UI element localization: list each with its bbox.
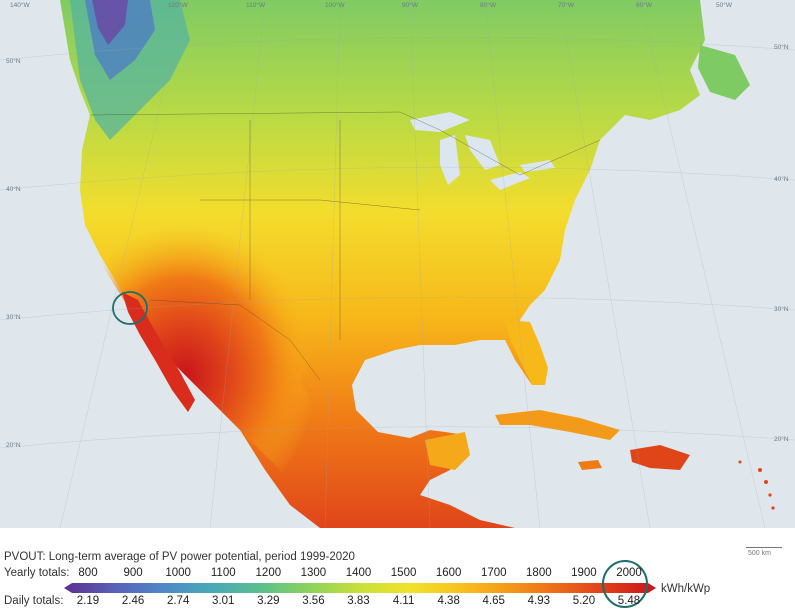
lon-label: 120°W — [168, 2, 188, 9]
yearly-tick-label: 1000 — [165, 567, 191, 579]
lat-label-right: 30°N — [774, 306, 789, 313]
yearly-tick-label: 1900 — [571, 567, 597, 579]
lon-label: 50°W — [716, 2, 732, 9]
daily-tick-label: 4.65 — [482, 595, 505, 607]
jamaica — [578, 460, 602, 470]
yearly-tick-label: 1500 — [390, 567, 417, 579]
lesser-antilles — [738, 460, 775, 510]
daily-tick-label: 4.11 — [392, 595, 415, 607]
yearly-tick-label: 1200 — [255, 567, 282, 579]
daily-tick-label: 2.46 — [121, 595, 145, 607]
yucatan — [425, 432, 470, 470]
lat-label-left: 40°N — [6, 186, 21, 193]
pv-potential-map — [0, 0, 795, 528]
yearly-tick-label: 1400 — [345, 567, 372, 579]
lon-label: 90°W — [402, 2, 418, 9]
lon-label: 110°W — [246, 2, 266, 9]
daily-tick-label: 4.38 — [437, 595, 460, 607]
baja-california — [122, 292, 195, 412]
scale-bar-line — [746, 547, 782, 548]
coldest-region — [92, 0, 128, 45]
yearly-tick-label: 1100 — [210, 567, 236, 579]
great-lakes — [410, 112, 555, 190]
hot-region — [88, 175, 380, 510]
cuba — [495, 410, 620, 440]
daily-tick-label: 5.48 — [617, 595, 641, 607]
lon-label: 100°W — [325, 2, 345, 9]
yearly-tick-label: 800 — [78, 567, 98, 579]
color-gradient-bar — [64, 583, 656, 593]
newfoundland — [698, 45, 750, 100]
borders — [89, 111, 601, 381]
legend: 500 km PVOUT: Long-term average of PV po… — [0, 528, 795, 612]
lon-label: 70°W — [558, 2, 574, 9]
yearly-tick-label: 1600 — [435, 567, 462, 579]
yearly-tick-label: 1800 — [526, 567, 552, 579]
lon-label: 80°W — [480, 2, 496, 9]
yearly-tick-label: 1300 — [300, 567, 327, 579]
graticule — [0, 0, 795, 528]
yearly-tick-label: 2000 — [616, 567, 642, 579]
scale-bar-label: 500 km — [748, 550, 771, 557]
yearly-totals-label: Yearly totals: — [4, 567, 70, 579]
daily-tick-label: 3.83 — [347, 595, 370, 607]
lon-label: 60°W — [636, 2, 652, 9]
daily-tick-label: 3.01 — [212, 595, 235, 607]
daily-tick-label: 2.19 — [76, 595, 100, 607]
highlight-circle-legend — [602, 560, 648, 608]
daily-tick-label: 3.56 — [302, 595, 325, 607]
daily-tick-label: 2.74 — [166, 595, 190, 607]
lat-label-left: 30°N — [6, 314, 21, 321]
lat-label-right: 20°N — [774, 436, 789, 443]
daily-tick-label: 3.29 — [257, 595, 280, 607]
florida — [505, 320, 548, 385]
daily-tick-label: 5.20 — [572, 595, 596, 607]
yearly-tick-label: 900 — [123, 567, 143, 579]
lat-label-right: 50°N — [774, 44, 789, 51]
lat-label-left: 20°N — [6, 442, 21, 449]
legend-title: PVOUT: Long-term average of PV power pot… — [4, 551, 355, 563]
lon-label: 140°W — [10, 2, 30, 9]
lat-label-left: 50°N — [6, 58, 21, 65]
lat-label-right: 40°N — [774, 176, 789, 183]
hispaniola — [630, 445, 690, 470]
unit-label: kWh/kWp — [661, 583, 711, 595]
gradient-bar-shape — [64, 583, 656, 593]
daily-totals-label: Daily totals: — [4, 595, 64, 607]
highlight-circle-map — [112, 291, 148, 325]
daily-tick-label: 4.93 — [527, 595, 551, 607]
yearly-tick-label: 1700 — [480, 567, 507, 579]
